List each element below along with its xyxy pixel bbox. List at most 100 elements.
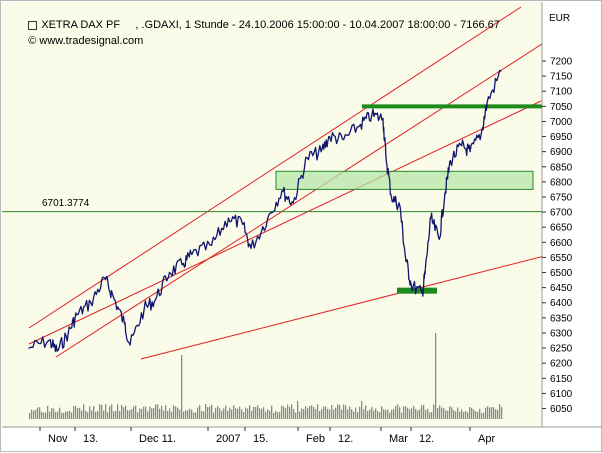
x-tick-label: 12. [338, 433, 353, 445]
volume-bar [105, 404, 107, 419]
volume-bar [305, 406, 307, 419]
volume-bar [459, 411, 461, 419]
volume-bar [123, 407, 125, 419]
volume-bar [181, 355, 183, 419]
volume-bar [79, 407, 81, 419]
volume-bar [185, 410, 187, 419]
x-tick-label: Dec 11. [139, 433, 176, 445]
volume-bar [35, 409, 37, 419]
volume-bar [271, 405, 273, 419]
volume-bar [397, 404, 399, 419]
volume-bar [337, 404, 339, 419]
y-tick-label: 7150 [550, 72, 573, 83]
volume-bar [281, 405, 283, 419]
header-line-1: XETRA DAX PF , .GDAXI, 1 Stunde - 24.10.… [16, 7, 500, 43]
volume-bar [335, 407, 337, 419]
volume-bar [283, 406, 285, 419]
volume-bar [239, 406, 241, 419]
y-tick-label: 6500 [550, 268, 573, 279]
volume-bar [463, 411, 465, 419]
price-point [112, 296, 114, 298]
volume-bar [215, 408, 217, 419]
price-point [154, 299, 157, 301]
volume-bar [147, 411, 149, 419]
volume-bar [325, 406, 327, 419]
volume-bar [109, 406, 111, 419]
volume-bar [279, 411, 281, 419]
volume-bar [347, 409, 349, 419]
volume-bar [87, 412, 89, 419]
volume-bar [65, 411, 67, 419]
volume-bar [229, 407, 231, 419]
volume-bar [227, 410, 229, 419]
volume-bar [159, 408, 161, 419]
volume-bar [461, 409, 463, 419]
volume-bar [245, 407, 247, 419]
price-point [191, 253, 193, 255]
volume-bar [319, 410, 321, 419]
volume-bar [351, 409, 353, 419]
y-tick-label: 7000 [550, 117, 573, 128]
y-tick-label: 6850 [550, 162, 573, 173]
volume-bar [481, 412, 483, 419]
volume-bar [431, 412, 433, 419]
volume-bar [247, 408, 249, 419]
volume-bar [201, 411, 203, 419]
volume-bar [57, 411, 59, 419]
volume-bar [29, 412, 31, 419]
volume-bar [37, 407, 39, 419]
price-point [404, 256, 407, 259]
volume-bar [315, 408, 317, 419]
y-tick-label: 6800 [550, 177, 573, 188]
price-point [399, 205, 401, 207]
y-axis-unit: EUR [549, 13, 570, 24]
price-point [123, 323, 126, 325]
volume-bar [361, 401, 363, 419]
y-tick-label: 6150 [550, 374, 573, 385]
y-tick-label: 6300 [550, 328, 573, 339]
trend-channel-line [28, 6, 522, 329]
volume-bar [313, 406, 315, 419]
y-tick-label: 6700 [550, 208, 573, 219]
volume-bar [407, 407, 409, 419]
volume-bar [163, 410, 165, 419]
volume-bar [125, 405, 127, 419]
volume-bar [321, 409, 323, 419]
volume-bar [411, 408, 413, 419]
volume-bar [309, 406, 311, 419]
support-resistance-zone [275, 170, 534, 190]
volume-bar [413, 405, 415, 419]
header-menu-icon[interactable] [28, 20, 38, 30]
price-point [250, 247, 252, 249]
volume-bar [199, 405, 201, 419]
volume-bar [91, 410, 93, 419]
volume-bar [451, 407, 453, 419]
y-tick-label: 6250 [550, 344, 573, 355]
volume-bar [195, 412, 197, 419]
volume-bar [155, 404, 157, 419]
volume-bar [113, 411, 115, 419]
volume-bar [429, 412, 431, 419]
volume-bar [129, 410, 131, 419]
y-tick-label: 6050 [550, 404, 573, 415]
trend-channel-line [140, 256, 542, 360]
volume-bar [207, 407, 209, 419]
header-line-2: © www.tradesignal.com [16, 23, 143, 59]
volume-bar [381, 406, 383, 419]
price-point [143, 308, 145, 310]
volume-bar [225, 405, 227, 419]
x-tick-label: Apr [478, 433, 495, 445]
price-point [281, 190, 283, 192]
volume-bar [339, 405, 341, 419]
volume-bar [423, 404, 425, 419]
x-tick-label: 2007 [216, 433, 240, 445]
volume-bar [393, 409, 395, 419]
volume-bar [221, 410, 223, 419]
price-point [461, 145, 463, 147]
volume-bar [441, 407, 443, 419]
price-point [500, 70, 502, 72]
volume-bar [81, 410, 83, 419]
support-level [397, 287, 437, 294]
volume-bar [177, 407, 179, 419]
